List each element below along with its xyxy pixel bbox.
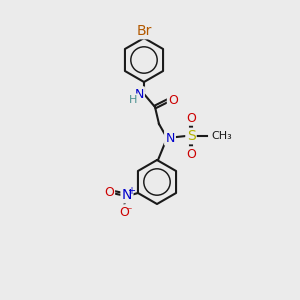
Text: O: O — [186, 112, 196, 124]
Text: N: N — [134, 88, 144, 100]
Text: +: + — [127, 186, 135, 196]
Text: S: S — [187, 129, 195, 143]
Text: O: O — [119, 206, 129, 218]
Text: O: O — [104, 185, 114, 199]
Text: CH₃: CH₃ — [211, 131, 232, 141]
Text: Br: Br — [136, 24, 152, 38]
Text: N: N — [122, 188, 132, 202]
Text: H: H — [129, 94, 137, 105]
Text: N: N — [165, 131, 175, 145]
Text: O: O — [186, 148, 196, 160]
Text: ⁻: ⁻ — [125, 206, 132, 218]
Text: O: O — [168, 94, 178, 106]
